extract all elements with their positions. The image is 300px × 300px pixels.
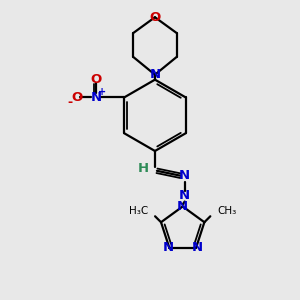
Text: H: H bbox=[137, 162, 148, 175]
Text: N: N bbox=[149, 68, 161, 81]
Text: O: O bbox=[71, 91, 82, 104]
Text: CH₃: CH₃ bbox=[217, 206, 236, 216]
Text: N: N bbox=[191, 241, 203, 254]
Text: N: N bbox=[91, 91, 102, 104]
Text: N: N bbox=[179, 169, 190, 182]
Text: O: O bbox=[91, 73, 102, 86]
Text: +: + bbox=[98, 86, 106, 97]
Text: N: N bbox=[177, 200, 188, 213]
Text: -: - bbox=[67, 96, 72, 109]
Text: O: O bbox=[149, 11, 161, 24]
Text: N: N bbox=[179, 189, 190, 202]
Text: N: N bbox=[163, 241, 174, 254]
Text: H₃C: H₃C bbox=[129, 206, 148, 216]
